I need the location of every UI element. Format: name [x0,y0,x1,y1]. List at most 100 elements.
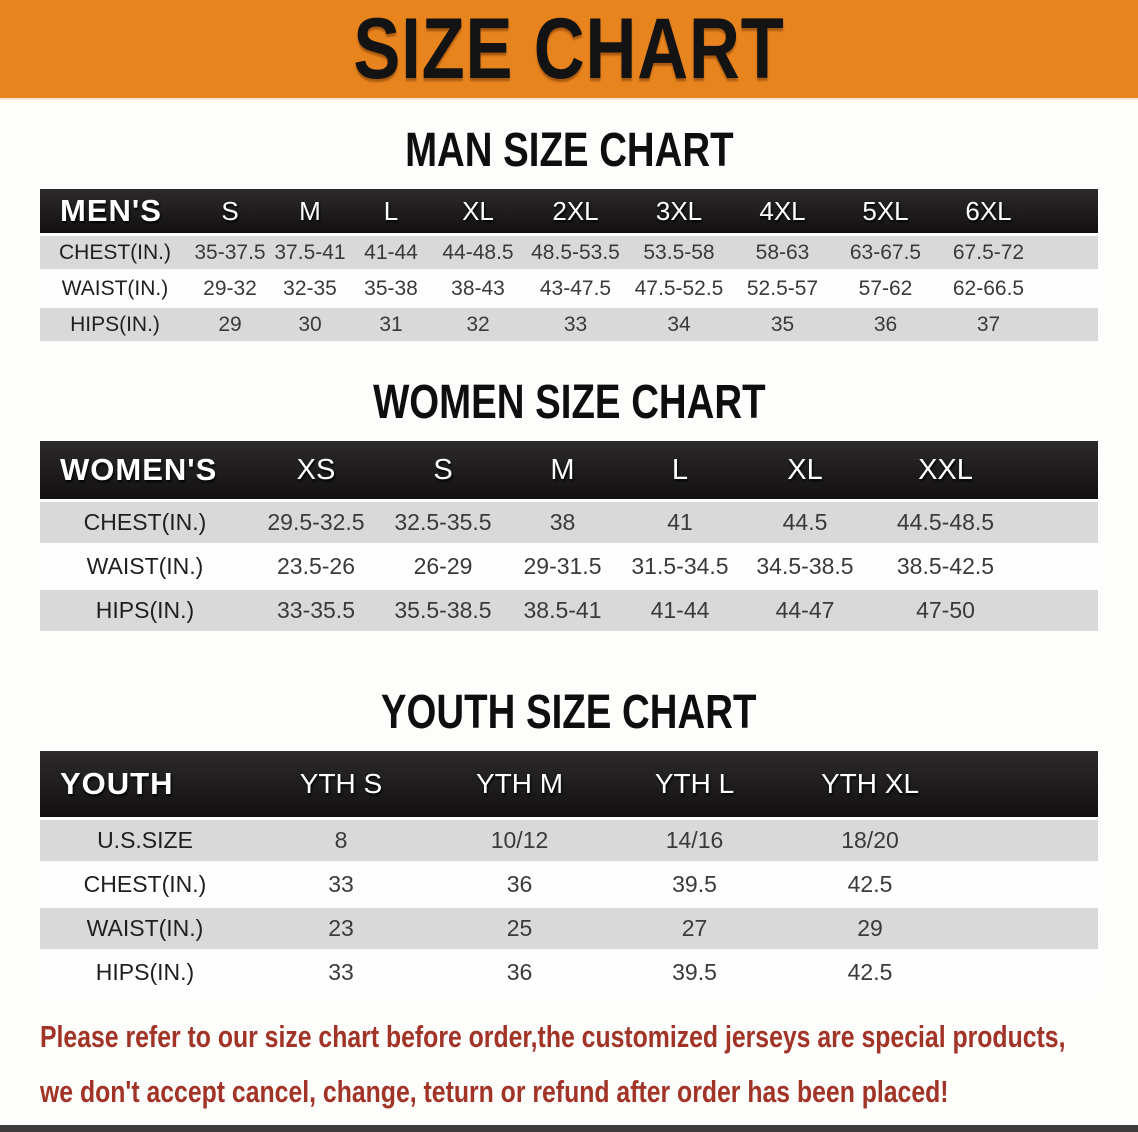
value-cell: 37.5-41 [270,236,350,269]
value-cell: 27 [607,908,782,949]
value-cell: 23.5-26 [250,546,382,587]
mens-size-table: MEN'S S M L XL 2XL 3XL 4XL 5XL 6XL CHEST(IN.) 35-37… [40,186,1098,344]
value-cell: 37 [937,308,1098,341]
size-header-cell: YTH XL [782,751,1098,817]
row-label: HIPS(IN.) [40,590,250,631]
measure-row: CHEST(IN.) 33 36 39.5 42.5 [40,864,1098,905]
youth-size-section: YOUTH SIZE CHART YOUTH YTH S YTH M YTH L YTH… [0,686,1138,996]
value-cell: 42.5 [782,864,1098,905]
value-cell: 33 [524,308,627,341]
value-cell: 41-44 [350,236,432,269]
measure-row: HIPS(IN.) 33 36 39.5 42.5 [40,952,1098,993]
measure-row: HIPS(IN.) 33-35.5 35.5-38.5 38.5-41 41-44 44-… [40,590,1098,631]
value-cell: 29 [782,908,1098,949]
row-label: U.S.SIZE [40,820,250,861]
banner: SIZE CHART [0,0,1138,100]
value-cell: 18/20 [782,820,1098,861]
row-label: WAIST(IN.) [40,546,250,587]
youth-size-table: YOUTH YTH S YTH M YTH L YTH XL U.S.SIZE 8 10/12… [40,748,1098,996]
value-cell: 67.5-72 [937,236,1098,269]
man-size-heading: MAN SIZE CHART [0,124,1138,186]
disclaimer-line-2: we don't accept cancel, change, teturn o… [40,1074,949,1109]
value-cell: 43-47.5 [524,272,627,305]
value-cell: 47.5-52.5 [627,272,731,305]
size-header-cell: S [190,189,270,233]
value-cell: 33 [250,864,432,905]
size-header-cell: XL [739,441,871,499]
disclaimer-line-1: Please refer to our size chart before or… [40,1019,1066,1054]
row-label: CHEST(IN.) [40,864,250,905]
value-cell: 10/12 [432,820,607,861]
value-cell: 29-32 [190,272,270,305]
row-label: HIPS(IN.) [40,952,250,993]
value-cell: 36 [432,952,607,993]
value-cell: 32 [432,308,524,341]
size-header-cell: 2XL [524,189,627,233]
value-cell: 8 [250,820,432,861]
value-cell: 42.5 [782,952,1098,993]
value-cell: 29-31.5 [504,546,621,587]
size-header-cell: L [621,441,739,499]
measure-row: WAIST(IN.) 23.5-26 26-29 29-31.5 31.5-34.5 34… [40,546,1098,587]
value-cell: 44-47 [739,590,871,631]
row-label: CHEST(IN.) [40,236,190,269]
value-cell: 44.5-48.5 [871,502,1098,543]
banner-title: SIZE CHART [353,1,785,97]
row-label: CHEST(IN.) [40,502,250,543]
value-cell: 48.5-53.5 [524,236,627,269]
measure-row: CHEST(IN.) 35-37.5 37.5-41 41-44 44-48.5 48.5… [40,236,1098,269]
row-label: HIPS(IN.) [40,308,190,341]
size-header-cell: YTH S [250,751,432,817]
man-size-heading-text: MAN SIZE CHART [404,124,734,177]
size-header-cell: L [350,189,432,233]
value-cell: 36 [432,864,607,905]
measure-row: WAIST(IN.) 29-32 32-35 35-38 38-43 43-47.5 47.… [40,272,1098,305]
value-cell: 38.5-41 [504,590,621,631]
value-cell: 36 [834,308,937,341]
value-cell: 62-66.5 [937,272,1098,305]
size-header-cell: 6XL [937,189,1098,233]
value-cell: 52.5-57 [731,272,834,305]
bottom-edge-strip [0,1125,1138,1132]
value-cell: 23 [250,908,432,949]
value-cell: 39.5 [607,952,782,993]
value-cell: 38-43 [432,272,524,305]
value-cell: 33 [250,952,432,993]
measure-row: WAIST(IN.) 23 25 27 29 [40,908,1098,949]
value-cell: 33-35.5 [250,590,382,631]
value-cell: 57-62 [834,272,937,305]
table-title-cell: YOUTH [40,751,250,817]
women-size-heading: WOMEN SIZE CHART [0,376,1138,438]
size-header-cell: YTH M [432,751,607,817]
header-row: WOMEN'S XS S M L XL XXL [40,441,1098,499]
value-cell: 44.5 [739,502,871,543]
header-row: YOUTH YTH S YTH M YTH L YTH XL [40,751,1098,817]
value-cell: 38.5-42.5 [871,546,1098,587]
size-header-cell: M [504,441,621,499]
value-cell: 34 [627,308,731,341]
value-cell: 47-50 [871,590,1098,631]
women-size-section: WOMEN SIZE CHART WOMEN'S XS S M L XL XXL CHEST(… [0,376,1138,634]
women-size-heading-text: WOMEN SIZE CHART [372,376,766,429]
size-header-cell: 4XL [731,189,834,233]
value-cell: 31.5-34.5 [621,546,739,587]
table-title-cell: WOMEN'S [40,441,250,499]
value-cell: 53.5-58 [627,236,731,269]
table-title-cell: MEN'S [40,189,190,233]
header-row: MEN'S S M L XL 2XL 3XL 4XL 5XL 6XL [40,189,1098,233]
size-header-cell: M [270,189,350,233]
size-header-cell: XXL [871,441,1098,499]
youth-size-heading-text: YOUTH SIZE CHART [381,686,757,739]
value-cell: 26-29 [382,546,504,587]
value-cell: 35-37.5 [190,236,270,269]
measure-row: U.S.SIZE 8 10/12 14/16 18/20 [40,820,1098,861]
measure-row: CHEST(IN.) 29.5-32.5 32.5-35.5 38 41 44.5 44.5… [40,502,1098,543]
size-header-cell: 3XL [627,189,731,233]
value-cell: 38 [504,502,621,543]
value-cell: 58-63 [731,236,834,269]
value-cell: 30 [270,308,350,341]
row-label: WAIST(IN.) [40,272,190,305]
value-cell: 35-38 [350,272,432,305]
value-cell: 34.5-38.5 [739,546,871,587]
